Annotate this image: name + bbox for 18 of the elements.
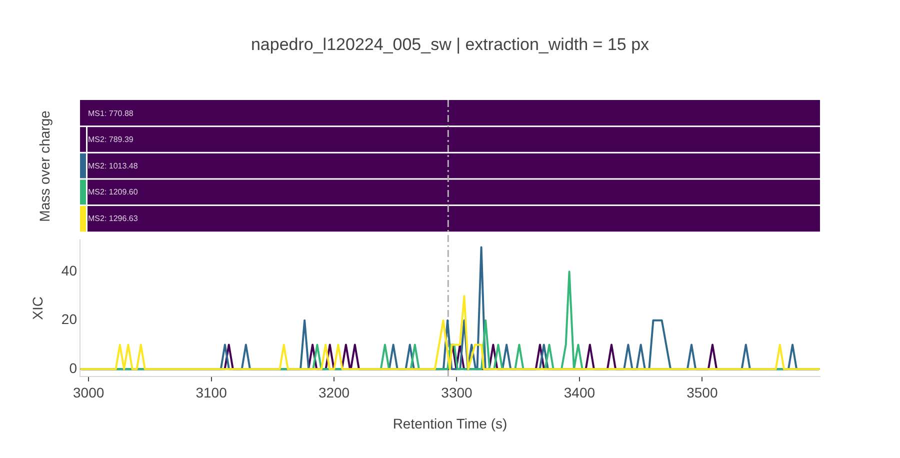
y-tick-label: 20: [61, 311, 78, 328]
y-tick-label: 0: [69, 360, 78, 376]
x-tick-label: 3200: [318, 384, 350, 401]
text: MS2: 1296.63: [88, 214, 138, 224]
x-tick-label: 3400: [564, 384, 596, 401]
x-tick-label: 3500: [686, 384, 718, 401]
x-tick-label: 3000: [73, 384, 104, 401]
text: MS2: 789.39: [88, 135, 134, 144]
x-axis-title: Retention Time (s): [392, 415, 508, 432]
x-tick-label: 3100: [196, 384, 228, 401]
y-tick-label: 40: [61, 262, 78, 279]
text: MS1: 770.88: [88, 108, 134, 118]
text: napedro_l120224_005_sw | extraction_width = 15 px: [250, 34, 650, 54]
text: MS2: 1209.60: [88, 188, 138, 197]
y-axis-title: XIC: [29, 296, 46, 320]
x-tick-label: 3300: [441, 384, 473, 401]
text: MS2: 1013.48: [88, 161, 138, 170]
text: Mass over charge: [36, 110, 52, 222]
